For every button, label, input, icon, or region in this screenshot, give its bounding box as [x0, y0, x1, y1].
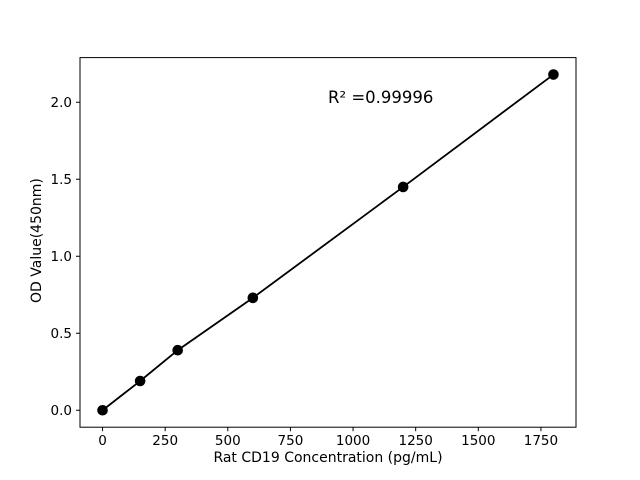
y-tick-label: 2.0: [51, 95, 72, 111]
x-tick-label: 1000: [336, 433, 370, 449]
x-tick-label: 250: [152, 433, 178, 449]
x-tick-label: 1750: [524, 433, 558, 449]
x-tick-label: 1500: [461, 433, 495, 449]
x-tick-label: 750: [278, 433, 304, 449]
data-point: [548, 69, 559, 80]
x-axis-label: Rat CD19 Concentration (pg/mL): [213, 450, 443, 466]
y-tick-label: 0.0: [51, 403, 72, 419]
data-point: [397, 181, 409, 193]
y-tick-label: 1.0: [51, 249, 72, 265]
y-axis-label: OD Value(450nm): [29, 178, 45, 303]
plot-frame: [79, 57, 577, 428]
data-point: [134, 375, 146, 387]
x-tick-label: 1250: [398, 433, 432, 449]
r-squared-annotation: R² =0.99996: [328, 88, 434, 107]
data-point: [172, 344, 183, 356]
x-tick-label: 500: [215, 433, 241, 449]
y-tick-label: 0.5: [51, 326, 72, 342]
data-point: [247, 292, 259, 304]
standard-curve-line: [101, 73, 554, 411]
y-tick-label: 1.5: [51, 172, 72, 188]
x-tick-label: 0: [98, 433, 107, 449]
data-point: [97, 404, 108, 416]
